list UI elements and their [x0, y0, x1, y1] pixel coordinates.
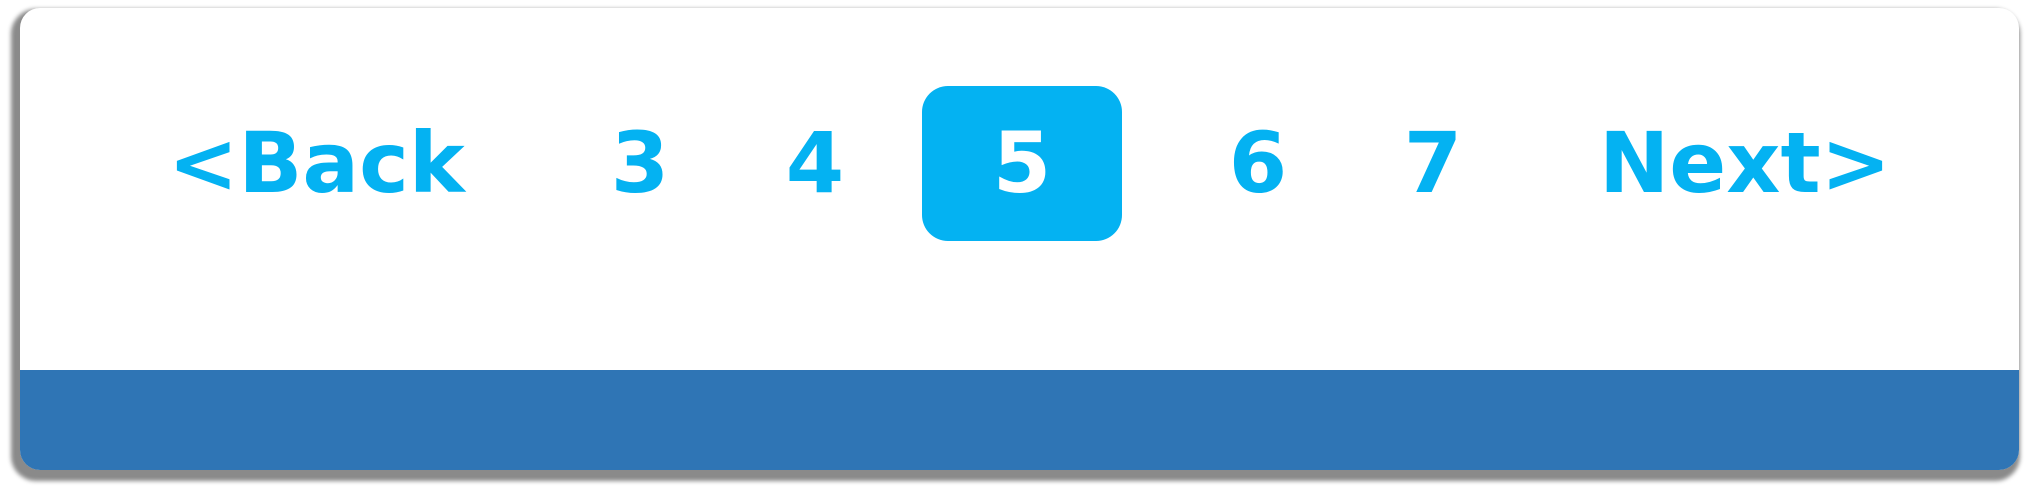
pagination-card: <Back 3 4 5 6 7 Next>	[20, 8, 2019, 470]
pagination: <Back 3 4 5 6 7 Next>	[20, 8, 2019, 368]
page-button-5-current[interactable]: 5	[922, 86, 1122, 241]
page-button-6[interactable]: 6	[1228, 114, 1288, 212]
page-button-3[interactable]: 3	[610, 114, 670, 212]
footer-bar	[20, 370, 2019, 470]
next-button[interactable]: Next>	[1599, 114, 1891, 212]
page-button-4[interactable]: 4	[785, 114, 845, 212]
back-button[interactable]: <Back	[168, 114, 465, 212]
page-button-7[interactable]: 7	[1403, 114, 1463, 212]
